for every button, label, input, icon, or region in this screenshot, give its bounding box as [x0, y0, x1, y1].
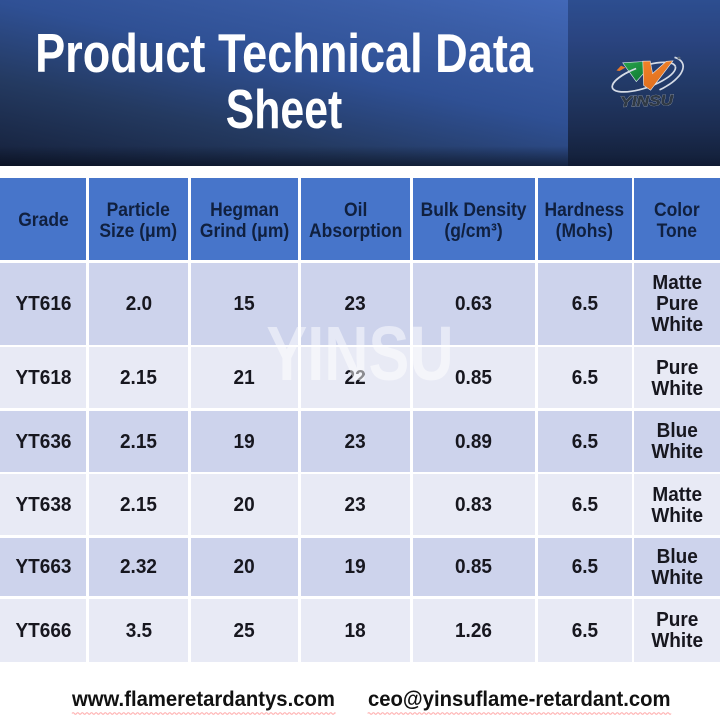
svg-text:YINSU: YINSU — [620, 93, 674, 111]
svg-text:YINSU: YINSU — [620, 93, 674, 111]
